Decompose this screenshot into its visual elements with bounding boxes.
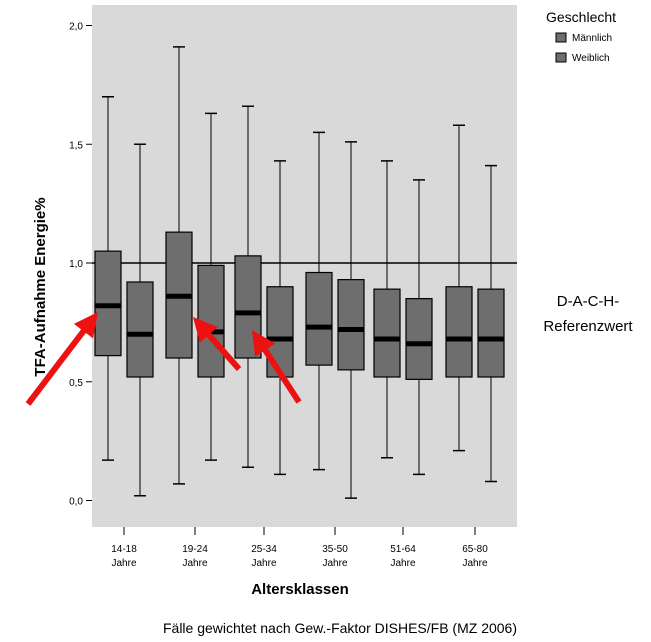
- box-3-0: [305, 131, 333, 471]
- box-body: [337, 279, 365, 371]
- x-axis: 14-18 Jahre 19-24 Jahre 25-34 Jahre 35-50 Jahre…: [111, 527, 488, 569]
- box-series: [94, 46, 505, 499]
- box-5-0: [445, 124, 473, 452]
- box-0-1: [126, 143, 154, 497]
- red-arrow: [252, 330, 302, 404]
- x-tick-label: 19-24: [182, 544, 208, 555]
- legend-swatch-maennlich: [555, 32, 567, 43]
- x-tick-label: 65-80: [462, 544, 488, 555]
- legend-label-weiblich: Weiblich: [572, 53, 610, 64]
- box-body: [126, 281, 154, 378]
- x-tick-label-unit: Jahre: [462, 558, 487, 569]
- x-tick-label-unit: Jahre: [390, 558, 415, 569]
- box-4-1: [405, 179, 433, 476]
- y-tick-label: 1,5: [69, 140, 83, 151]
- x-axis-label: Altersklassen: [251, 581, 349, 598]
- x-tick-label: 35-50: [322, 544, 348, 555]
- y-axis: 0,0 0,5 1,0 1,5 2,0: [69, 22, 517, 508]
- y-axis-label: TFA-Aufnahme Energie%: [32, 197, 49, 376]
- x-tick-label: 14-18: [111, 544, 137, 555]
- legend-label-maennlich: Männlich: [572, 33, 612, 44]
- x-tick-label-unit: Jahre: [322, 558, 347, 569]
- legend-title: Geschlecht: [546, 9, 616, 25]
- box-body: [373, 288, 401, 378]
- box-1-0: [165, 46, 193, 485]
- box-body: [305, 271, 333, 366]
- x-tick-label: 51-64: [390, 544, 416, 555]
- box-body: [405, 298, 433, 380]
- x-tick-label-unit: Jahre: [251, 558, 276, 569]
- y-tick-label: 2,0: [69, 22, 83, 33]
- annotation-arrows: [25, 312, 302, 406]
- red-arrow: [25, 312, 98, 406]
- footnote: Fälle gewichtet nach Gew.-Faktor DISHES/…: [163, 620, 517, 636]
- x-tick-label: 25-34: [251, 544, 277, 555]
- box-body: [445, 286, 473, 378]
- x-tick-label-unit: Jahre: [182, 558, 207, 569]
- reference-label-line-1: D-A-C-H-: [557, 293, 619, 310]
- red-arrow: [193, 317, 242, 371]
- legend-swatch-weiblich: [555, 52, 567, 63]
- box-0-0: [94, 96, 122, 461]
- box-3-1: [337, 141, 365, 499]
- box-body: [477, 288, 505, 378]
- y-tick-label: 0,5: [69, 378, 83, 389]
- x-tick-label-unit: Jahre: [111, 558, 136, 569]
- y-tick-label: 1,0: [69, 259, 83, 270]
- reference-label-line-2: Referenzwert: [543, 318, 633, 335]
- legend: Geschlecht Männlich Weiblich: [546, 9, 616, 64]
- y-tick-label: 0,0: [69, 497, 83, 508]
- plot-area: [92, 5, 517, 527]
- box-4-0: [373, 160, 401, 459]
- box-5-1: [477, 164, 505, 483]
